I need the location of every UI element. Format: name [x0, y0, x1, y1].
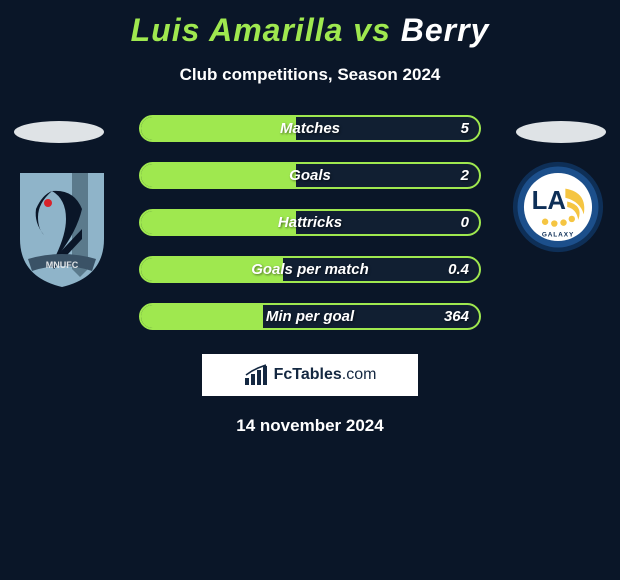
bar-value: 0 [461, 211, 469, 234]
date-label: 14 november 2024 [0, 416, 620, 436]
svg-text:LA: LA [532, 187, 566, 215]
svg-text:GALAXY: GALAXY [542, 231, 574, 238]
bar-value: 0.4 [448, 258, 469, 281]
brand-text: FcTables.com [274, 366, 377, 384]
brand-name: FcTables [274, 366, 342, 383]
bar-value: 2 [461, 164, 469, 187]
bar-matches: Matches 5 [139, 115, 481, 142]
svg-text:MNUFC: MNUFC [46, 260, 79, 270]
bar-hattricks: Hattricks 0 [139, 209, 481, 236]
bars-container: Matches 5 Goals 2 Hattricks 0 Goals per … [139, 115, 481, 330]
bar-mpg: Min per goal 364 [139, 303, 481, 330]
bar-label: Goals per match [141, 258, 479, 281]
team-left-logo: MNUFC [12, 179, 112, 279]
team-right-logo: LA GALAXY [508, 157, 608, 257]
player1-marker [14, 121, 104, 143]
bar-label: Hattricks [141, 211, 479, 234]
player2-name: Berry [401, 12, 490, 48]
bar-goals: Goals 2 [139, 162, 481, 189]
page-title: Luis Amarilla vs Berry [0, 0, 620, 49]
brand-chart-icon [244, 364, 270, 386]
brand-badge: FcTables.com [202, 354, 418, 396]
bar-value: 364 [444, 305, 469, 328]
player2-marker [516, 121, 606, 143]
bar-gpm: Goals per match 0.4 [139, 256, 481, 283]
comparison-chart: MNUFC LA GALAXY Matches 5 Goals 2 [0, 115, 620, 330]
vs-text: vs [353, 12, 391, 48]
bar-label: Min per goal [141, 305, 479, 328]
bar-label: Goals [141, 164, 479, 187]
bar-label: Matches [141, 117, 479, 140]
subtitle: Club competitions, Season 2024 [0, 65, 620, 85]
brand-tld: .com [342, 366, 377, 383]
bar-value: 5 [461, 117, 469, 140]
player1-name: Luis Amarilla [131, 12, 344, 48]
